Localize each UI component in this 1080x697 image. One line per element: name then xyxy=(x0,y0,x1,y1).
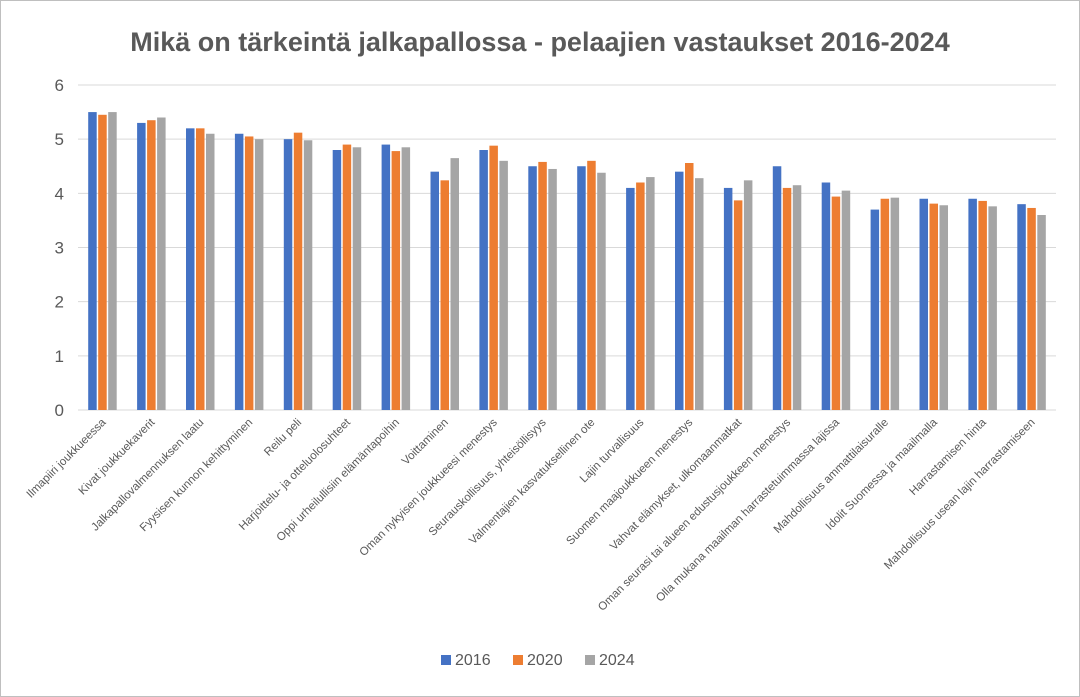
bar-2020-7 xyxy=(440,180,449,410)
bar-2020-8 xyxy=(489,145,498,410)
bar-2024-7 xyxy=(450,158,459,410)
y-tick-label-5: 5 xyxy=(55,130,64,149)
x-tick-label-4: Reilu peli xyxy=(262,417,304,459)
bar-2016-0 xyxy=(88,112,97,410)
y-tick-label-3: 3 xyxy=(55,239,64,258)
x-tick-label-15: Olla mukana maailman harrastetuimmassa l… xyxy=(654,416,842,604)
y-tick-label-6: 6 xyxy=(55,76,64,95)
bar-2016-14 xyxy=(772,166,782,410)
bar-2024-1 xyxy=(157,117,166,410)
bar-2020-9 xyxy=(538,161,547,410)
bar-2020-15 xyxy=(831,196,841,410)
bar-2024-6 xyxy=(401,147,411,410)
bar-2020-11 xyxy=(636,182,645,410)
bar-2024-18 xyxy=(988,206,997,410)
legend-label-2016: 2016 xyxy=(455,652,491,669)
bar-2024-13 xyxy=(743,180,753,410)
bar-2016-6 xyxy=(381,144,391,411)
chart-title: Mikä on tärkeintä jalkapallossa - pelaaj… xyxy=(130,27,949,57)
legend-swatch-2020 xyxy=(513,655,523,665)
bar-2020-2 xyxy=(196,128,205,410)
bar-2024-2 xyxy=(206,133,215,410)
bar-2024-11 xyxy=(646,177,655,410)
bar-2024-3 xyxy=(254,139,264,410)
bar-2016-19 xyxy=(1017,204,1026,410)
bar-2024-8 xyxy=(499,160,508,410)
legend: 2016 2020 2024 xyxy=(441,652,635,669)
bar-2016-8 xyxy=(479,150,488,410)
bar-2020-17 xyxy=(929,203,938,410)
bar-2024-9 xyxy=(548,168,557,410)
legend-label-2020: 2020 xyxy=(527,652,563,669)
legend-swatch-2024 xyxy=(585,655,595,665)
bar-2024-0 xyxy=(108,112,117,410)
bar-2020-13 xyxy=(733,200,743,410)
y-tick-label-0: 0 xyxy=(55,401,64,420)
bar-2016-1 xyxy=(137,122,146,411)
bar-2020-14 xyxy=(782,187,792,410)
bar-2016-11 xyxy=(626,187,635,410)
y-axis-ticks: 0 1 2 3 4 5 6 xyxy=(55,76,64,420)
bar-2016-9 xyxy=(528,166,537,410)
x-tick-label-7: Voittaminen xyxy=(400,417,451,468)
bar-2020-5 xyxy=(342,144,352,411)
bar-2020-19 xyxy=(1027,207,1036,410)
bar-2024-15 xyxy=(841,190,851,410)
bar-2020-0 xyxy=(98,114,107,411)
x-tick-label-0: Ilmapiiri joukkueessa xyxy=(25,416,109,500)
legend-label-2024: 2024 xyxy=(599,652,635,669)
bar-2020-16 xyxy=(880,198,890,410)
bar-2016-17 xyxy=(919,198,928,410)
bar-2016-7 xyxy=(430,171,439,410)
bar-2016-15 xyxy=(821,182,831,410)
bar-2024-16 xyxy=(890,197,900,410)
bar-2020-3 xyxy=(244,136,254,411)
y-tick-label-2: 2 xyxy=(55,293,64,312)
bar-2020-1 xyxy=(147,120,156,410)
legend-item-2016: 2016 xyxy=(441,652,491,669)
legend-item-2020: 2020 xyxy=(513,652,563,669)
bar-2024-5 xyxy=(352,147,362,410)
bar-2016-18 xyxy=(968,198,977,410)
bar-2016-12 xyxy=(675,171,684,410)
x-tick-label-14: Oman seurasi tai alueen edustusjoukkeen … xyxy=(596,416,793,613)
legend-item-2024: 2024 xyxy=(585,652,635,669)
bar-2016-10 xyxy=(577,166,586,410)
bar-2016-5 xyxy=(332,150,342,410)
bar-2024-17 xyxy=(939,205,948,410)
gridlines xyxy=(78,84,1056,411)
bar-2024-19 xyxy=(1037,215,1046,410)
y-tick-label-4: 4 xyxy=(55,184,64,203)
bar-2024-4 xyxy=(303,140,313,410)
bar-2020-4 xyxy=(293,132,303,410)
bar-2020-6 xyxy=(391,151,401,411)
bar-2016-2 xyxy=(186,128,195,410)
legend-swatch-2016 xyxy=(441,655,451,665)
series-0 xyxy=(88,112,1026,411)
bar-2020-12 xyxy=(685,163,694,410)
bar-2020-10 xyxy=(587,160,596,410)
y-tick-label-1: 1 xyxy=(55,347,64,366)
bar-2024-12 xyxy=(695,178,704,410)
series-2 xyxy=(108,112,1046,410)
bar-2020-18 xyxy=(978,200,987,410)
series-1 xyxy=(98,114,1036,411)
bar-2016-16 xyxy=(870,209,880,410)
bar-2016-3 xyxy=(234,133,244,410)
bar-2024-10 xyxy=(597,172,606,410)
bar-2016-4 xyxy=(283,139,293,410)
bar-2024-14 xyxy=(792,185,802,410)
bars xyxy=(88,112,1046,411)
bar-2016-13 xyxy=(723,187,733,410)
